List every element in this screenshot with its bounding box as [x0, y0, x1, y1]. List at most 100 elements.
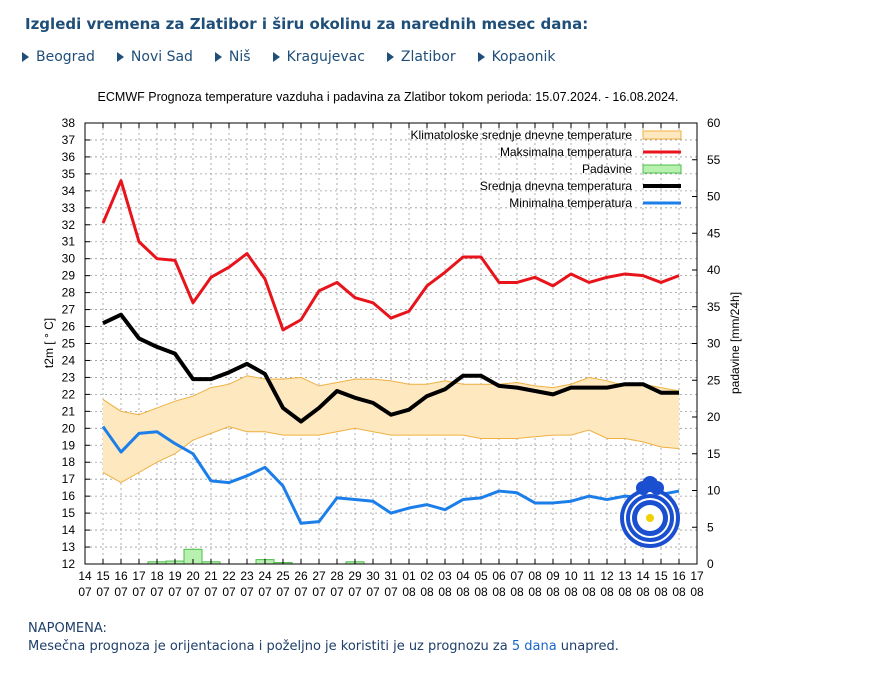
- y2-tick-label: 20: [707, 410, 721, 424]
- y-tick-label: 37: [62, 133, 76, 147]
- x-tick-label-day: 23: [240, 569, 254, 583]
- climatology-band: [102, 375, 680, 484]
- y-tick-label: 23: [62, 370, 76, 384]
- y2-tick-label: 55: [707, 153, 721, 167]
- y2-tick-label: 35: [707, 300, 721, 314]
- legend-label: Minimalna temperatura: [509, 196, 632, 210]
- x-tick-label-month: 08: [600, 585, 614, 599]
- y2-axis-label: padavine [mm/24h]: [728, 292, 742, 394]
- y-tick-label: 25: [62, 337, 76, 351]
- y-tick-label: 33: [62, 201, 76, 215]
- legend-label: Srednja dnevna temperatura: [480, 179, 632, 193]
- city-link-label: Kopaonik: [491, 49, 556, 65]
- chart-legend: Klimatoloske srednje dnevne temperature M…: [411, 128, 682, 210]
- x-tick-label-month: 07: [204, 585, 218, 599]
- x-tick-label-month: 07: [132, 585, 146, 599]
- note-heading: NAPOMENA:: [28, 621, 107, 636]
- x-tick-label-day: 27: [312, 569, 326, 583]
- x-tick-label-day: 29: [348, 569, 362, 583]
- y-tick-label: 28: [62, 286, 76, 300]
- city-link-nis[interactable]: Niš: [214, 49, 251, 65]
- x-tick-label-day: 03: [438, 569, 452, 583]
- x-tick-label-day: 20: [186, 569, 200, 583]
- x-tick-label-day: 08: [528, 569, 542, 583]
- chevron-right-icon: [22, 52, 29, 62]
- legend-label: Maksimalna temperatura: [500, 145, 632, 159]
- chevron-right-icon: [477, 52, 485, 62]
- city-link-beograd[interactable]: Beograd: [22, 49, 95, 65]
- city-link-zlatibor[interactable]: Zlatibor: [386, 49, 456, 65]
- climatology-band-lower: [102, 426, 680, 484]
- chart-title: ECMWF Prognoza temperature vazduha i pad…: [98, 90, 679, 104]
- chevron-right-icon: [214, 52, 222, 62]
- y-tick-label: 30: [62, 252, 76, 266]
- y2-tick-label: 30: [707, 337, 721, 351]
- x-tick-label-day: 13: [618, 569, 632, 583]
- y-tick-label: 22: [62, 387, 76, 401]
- x-tick-label-month: 07: [150, 585, 164, 599]
- y-tick-label: 24: [62, 353, 76, 367]
- x-tick-label-month: 07: [78, 585, 92, 599]
- city-link-label: Novi Sad: [130, 49, 193, 65]
- mean-temperature-line: [102, 312, 679, 424]
- y-tick-label: 12: [62, 557, 76, 571]
- y2-tick-label: 50: [707, 190, 721, 204]
- x-tick-label-day: 25: [276, 569, 290, 583]
- x-tick-label-month: 08: [690, 585, 704, 599]
- y-tick-label: 20: [62, 421, 76, 435]
- x-tick-label-day: 24: [258, 569, 272, 583]
- y2-tick-label: 15: [707, 447, 721, 461]
- x-tick-label-month: 08: [420, 585, 434, 599]
- x-tick-label-month: 07: [186, 585, 200, 599]
- y-tick-label: 38: [62, 116, 76, 130]
- min-temperature-line: [101, 425, 680, 525]
- legend-label: Klimatoloske srednje dnevne temperature: [411, 128, 633, 142]
- x-tick-label-month: 07: [330, 585, 344, 599]
- city-link-kopaonik[interactable]: Kopaonik: [477, 49, 556, 65]
- y2-tick-label: 60: [707, 116, 721, 130]
- y-tick-label: 34: [62, 184, 76, 198]
- x-tick-label-day: 22: [222, 569, 236, 583]
- city-link-kragujevac[interactable]: Kragujevac: [272, 49, 365, 65]
- x-tick-label-month: 07: [168, 585, 182, 599]
- x-tick-label-month: 08: [402, 585, 416, 599]
- plot-frame: [84, 122, 698, 565]
- x-tick-label-day: 18: [150, 569, 164, 583]
- x-tick-label-day: 16: [672, 569, 686, 583]
- x-tick-label-day: 19: [168, 569, 182, 583]
- x-tick-label-day: 04: [456, 569, 470, 583]
- page-title: Izgledi vremena za Zlatibor i širu okoli…: [25, 15, 589, 33]
- y-tick-label: 16: [62, 489, 76, 503]
- city-link-label: Kragujevac: [286, 49, 365, 65]
- city-link-novi-sad[interactable]: Novi Sad: [116, 49, 193, 65]
- note-text: Mesečna prognoza je orijentaciona i pože…: [28, 639, 619, 654]
- x-tick-label-day: 01: [402, 569, 416, 583]
- five-day-forecast-link[interactable]: 5 dana: [511, 639, 557, 654]
- x-tick-label-month: 08: [654, 585, 668, 599]
- x-tick-label-month: 07: [222, 585, 236, 599]
- city-nav: Beograd Novi Sad Niš Kragujevac Zlatibor…: [22, 49, 578, 65]
- y-tick-label: 26: [62, 320, 76, 334]
- city-link-label: Niš: [228, 49, 251, 65]
- y-tick-label: 35: [62, 167, 76, 181]
- x-tick-label-month: 07: [114, 585, 128, 599]
- x-tick-label-month: 08: [672, 585, 686, 599]
- max-temperature-line: [101, 179, 680, 332]
- x-tick-label-month: 07: [258, 585, 272, 599]
- legend-label: Padavine: [582, 162, 632, 176]
- legend-swatch: [642, 164, 682, 174]
- x-tick-label-day: 12: [600, 569, 614, 583]
- x-tick-label-month: 08: [510, 585, 524, 599]
- legend-swatch: [642, 130, 682, 140]
- x-tick-label-month: 07: [294, 585, 308, 599]
- y-tick-label: 32: [62, 218, 76, 232]
- x-tick-label-day: 09: [546, 569, 560, 583]
- y2-tick-label: 10: [707, 484, 721, 498]
- y-axis-label: t2m [ ° C]: [42, 318, 56, 368]
- x-tick-label-day: 14: [636, 569, 650, 583]
- x-tick-label-day: 31: [384, 569, 398, 583]
- x-tick-label-month: 07: [384, 585, 398, 599]
- tick-labels: 14 07 15 07 16 07 17 07 18 07 19 07 20 07 21 07 22 07 23 07…: [62, 116, 721, 599]
- y-tick-label: 31: [62, 235, 76, 249]
- x-tick-label-day: 16: [114, 569, 128, 583]
